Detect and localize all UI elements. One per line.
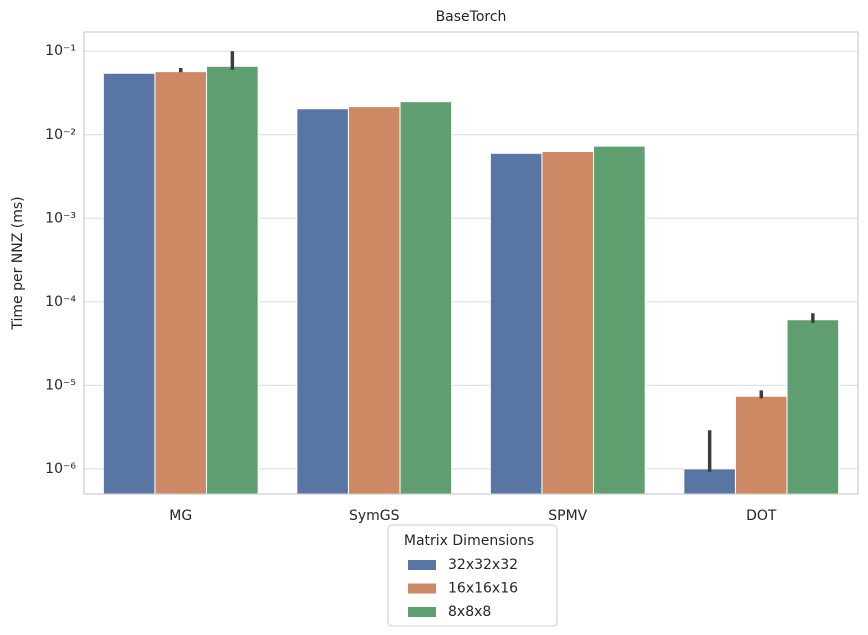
bar [347,106,401,495]
y-tick-label: 10⁻⁴ [45,294,76,310]
x-tick-label: SymGS [349,508,400,524]
bar [786,319,840,495]
x-tick-label: SPMV [548,508,587,524]
bar [541,151,595,495]
bar [683,468,736,495]
y-axis-label: Time per NNZ (ms) [10,196,26,330]
bar [734,395,788,495]
legend-swatch [408,560,436,570]
bar [102,72,156,495]
bar [154,71,208,495]
bar [206,65,259,495]
y-tick-label: 10⁻³ [45,210,76,226]
bar [593,145,646,495]
axes-frame [83,31,859,495]
y-tick-label: 10⁻¹ [45,43,76,59]
legend-title: Matrix Dimensions [404,533,534,549]
bar [489,152,543,495]
bar [399,101,453,495]
y-tick-label: 10⁻⁶ [45,461,76,477]
x-tick-label: DOT [746,508,777,524]
legend-box [387,524,558,627]
legend-swatch [408,583,436,594]
legend-label: 8x8x8 [448,604,491,620]
y-tick-label: 10⁻⁵ [45,377,76,393]
bar [296,108,349,495]
legend-label: 16x16x16 [448,581,518,597]
legend-swatch [408,607,436,617]
y-tick-label: 10⁻² [45,127,76,143]
chart-title: BaseTorch [436,9,507,25]
legend-label: 32x32x32 [448,557,518,573]
x-tick-label: MG [169,508,192,524]
